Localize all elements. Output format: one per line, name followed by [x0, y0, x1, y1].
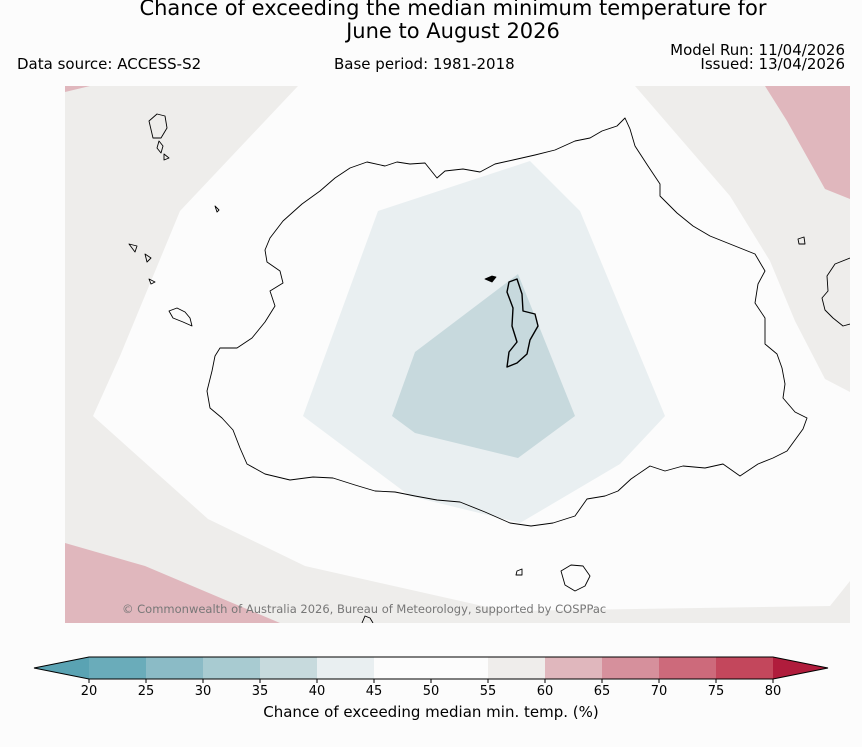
- inner-island-coast: [506, 278, 539, 368]
- colorbar-tick-label: 75: [708, 684, 725, 699]
- band-60-65-topleft: [65, 86, 90, 92]
- chart-title: Chance of exceeding the median minimum t…: [0, 0, 862, 43]
- colorbar-tick-label: 25: [138, 684, 155, 699]
- colorbar-band: [317, 657, 374, 679]
- colorbar-band: [89, 657, 146, 679]
- island-nw-coast: [148, 113, 170, 161]
- colorbar-tick-label: 45: [366, 684, 383, 699]
- colorbar-band: [146, 657, 203, 679]
- colorbar-tick-label: 30: [195, 684, 212, 699]
- colorbar-under-arrow: [34, 657, 89, 679]
- colorbar-tick-label: 20: [81, 684, 98, 699]
- coastlines: [128, 113, 850, 623]
- colorbar-tick-label: 35: [252, 684, 269, 699]
- colorbar-ticks: 20 25 30 35 40 45 50 55 60 65 70 75 80: [81, 679, 782, 699]
- issued-date: Issued: 13/04/2026: [700, 55, 845, 73]
- island-sw-coast: [168, 307, 193, 327]
- island-e-coast: [797, 236, 806, 245]
- colorbar-band: [659, 657, 716, 679]
- island-far-e-coast: [821, 257, 850, 327]
- colorbar-tick-label: 55: [480, 684, 497, 699]
- colorbar-tick-label: 40: [309, 684, 326, 699]
- colorbar: 20 25 30 35 40 45 50 55 60 65 70 75 80: [33, 656, 829, 699]
- colorbar-tick-label: 50: [423, 684, 440, 699]
- colorbar-band: [602, 657, 659, 679]
- colorbar-band: [716, 657, 773, 679]
- forecast-map: © Commonwealth of Australia 2026, Bureau…: [65, 86, 850, 623]
- model-run: Model Run: 11/04/2026: [670, 41, 845, 59]
- inner-islet-coast: [484, 275, 497, 283]
- main-island-coast: [206, 117, 808, 527]
- band-50-55-right: [635, 86, 850, 392]
- colorbar-band: [431, 657, 488, 679]
- colorbar-band: [203, 657, 260, 679]
- colorbar-tick-label: 60: [537, 684, 554, 699]
- colorbar-band: [374, 657, 431, 679]
- band-60-65-topright: [765, 86, 850, 199]
- colorbar-bands: [33, 656, 829, 680]
- colorbar-tick-label: 70: [651, 684, 668, 699]
- band-60-65-bottomleft: [65, 543, 280, 623]
- island-s-coast: [515, 564, 591, 592]
- colorbar-label: Chance of exceeding median min. temp. (%…: [263, 703, 599, 721]
- colorbar-tick-label: 80: [765, 684, 782, 699]
- band-35-40: [392, 274, 575, 458]
- base-period: Base period: 1981-2018: [334, 55, 515, 73]
- colorbar-tick-label: 65: [594, 684, 611, 699]
- colorbar-band: [260, 657, 317, 679]
- data-source: Data source: ACCESS-S2: [17, 55, 202, 73]
- title-line-1: Chance of exceeding the median minimum t…: [139, 0, 767, 20]
- title-line-2: June to August 2026: [346, 19, 560, 43]
- copyright-text: © Commonwealth of Australia 2026, Bureau…: [122, 602, 606, 616]
- island-bottom-coast: [361, 615, 374, 623]
- colorbar-over-arrow: [773, 657, 828, 679]
- colorbar-band: [488, 657, 545, 679]
- island-w-coast: [128, 205, 220, 285]
- colorbar-band: [545, 657, 602, 679]
